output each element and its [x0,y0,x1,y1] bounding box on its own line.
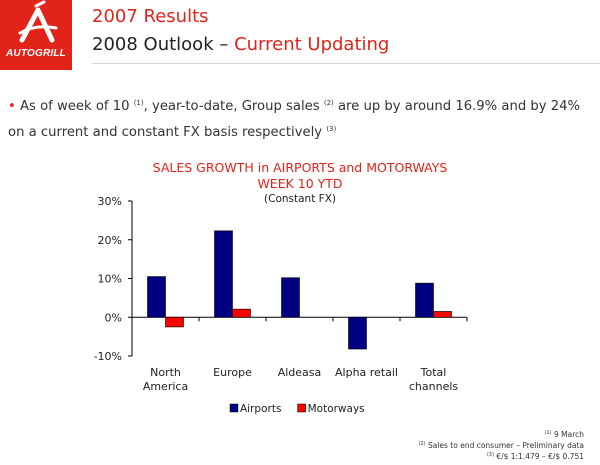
x-category-label: America [143,380,188,393]
footnote-text: 9 March [551,430,584,439]
chart-subtitle: WEEK 10 YTD [257,176,343,191]
x-category-label: Europe [213,366,252,379]
legend-label-airports: Airports [240,403,281,415]
autogrill-logo-mark-icon [18,0,58,43]
y-tick-label: 10% [98,273,122,286]
legend-swatch-motorways [297,403,306,413]
bullet-dot: • [8,99,16,114]
chart-title: SALES GROWTH in AIRPORTS and MOTORWAYS [152,160,448,175]
x-category-label: Total [420,366,447,379]
bar-motorways [232,308,251,318]
x-category-label: Aldeasa [278,366,322,379]
header-divider [92,63,600,64]
x-category-label: channels [409,380,459,393]
slide-title-line2: 2008 Outlook – Current Updating [92,34,389,55]
logo-text: AUTOGRILL [6,48,66,59]
y-tick-label: -10% [94,350,122,363]
bullet-text-1: As of week of 10 [19,99,134,114]
bar-airports [214,230,233,318]
x-category-label: Alpha retail [335,366,398,379]
footnote-text: €/$ 1:1.479 – €/$ 0.751 [493,452,584,461]
bar-airports [281,277,300,318]
bullet-superscript-2: (2) [323,99,334,107]
footnote: (2) Sales to end consumer – Preliminary … [418,441,584,450]
x-category-label: North [150,366,181,379]
footnote: (3) €/$ 1:1.479 – €/$ 0.751 [487,452,584,461]
footnote-text: Sales to end consumer – Preliminary data [425,441,584,450]
bullet-point: • As of week of 10 (1), year-to-date, Gr… [8,92,593,144]
title-line2-prefix: 2008 Outlook – [92,34,235,55]
y-tick-label: 30% [98,195,122,208]
bar-airports [415,282,434,318]
legend-swatch-airports [229,403,239,413]
bullet-text-3: are up by around 16.9% and by 24% on a c… [8,99,581,140]
slide-title-line1: 2007 Results [92,6,209,27]
footnote: (1) 9 March [545,430,585,439]
bar-airports [348,316,367,350]
footnote-marker: (3) [486,452,494,458]
footnote-marker: (1) [544,430,552,436]
y-tick-label: 20% [98,234,122,247]
bar-motorways [433,311,452,318]
bar-motorways [165,316,184,328]
autogrill-logo: AUTOGRILL [0,0,72,70]
bullet-superscript-1: (1) [133,99,144,107]
bar-airports [147,276,166,318]
y-tick-label: 0% [105,311,122,324]
footnote-marker: (2) [418,441,426,447]
title-line2-accent: Current Updating [234,34,390,55]
bullet-superscript-3: (3) [326,125,337,133]
bullet-text-2: , year-to-date, Group sales [143,99,324,114]
chart-note: (Constant FX) [264,193,336,205]
legend-label-motorways: Motorways [308,403,365,415]
